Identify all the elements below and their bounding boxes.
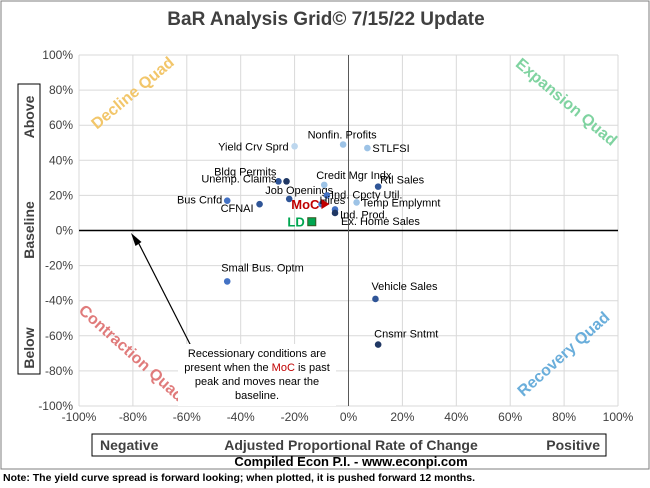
point-ind-cpcty-util — [323, 192, 331, 199]
y-tick-label: 100% — [42, 48, 73, 62]
point-label-small-bus-optm: Small Bus. Optm — [221, 262, 304, 274]
footer-note: Note: The yield curve spread is forward … — [3, 472, 475, 484]
point-vehicle-sales — [372, 295, 379, 303]
ld-label: LD — [287, 215, 304, 230]
y-tick-label: -60% — [45, 329, 73, 343]
axes — [79, 55, 618, 406]
x-tick-label: 20% — [390, 410, 414, 424]
point-label-bldg-permits: Bldg Permits — [214, 166, 277, 178]
point-label-job-openings: Job Openings — [265, 185, 333, 197]
annotation-line-4: baseline. — [235, 390, 279, 402]
point-label-rtl-sales: Rtl Sales — [380, 175, 425, 187]
annotation-line-1: Recessionary conditions are — [188, 348, 326, 360]
point-label-credit-mgr-indx: Credit Mgr Indx — [316, 170, 392, 182]
point-rtl-sales — [374, 183, 382, 190]
x-tick-label: 80% — [552, 410, 576, 424]
annotation-arrow-line — [135, 237, 193, 349]
x-axis-title: Adjusted Proportional Rate of Change — [224, 437, 478, 453]
ld-marker — [307, 217, 317, 227]
point-label-cfnai: CFNAI — [221, 203, 254, 215]
y-label-box — [17, 83, 41, 375]
x-label-positive: Positive — [546, 437, 600, 453]
x-tick-label: -60% — [173, 410, 201, 424]
point-label-ind-prod: Ind. Prod. — [340, 209, 388, 221]
annotation-box — [178, 344, 336, 406]
point-temp-emplymnt — [353, 199, 360, 206]
point-small-bus-optm — [223, 278, 231, 285]
bar-analysis-grid-chart: BaR Analysis Grid© 7/15/22 Update Declin… — [0, 0, 650, 470]
y-tick-label: -20% — [45, 259, 73, 273]
x-tick-label: -40% — [227, 410, 255, 424]
point-label-ind-cpcty-util: Ind. Cpcty Util. — [331, 189, 403, 201]
x-tick-label: 0% — [340, 410, 358, 424]
point-label-vehicle-sales: Vehicle Sales — [371, 281, 438, 293]
point-label-yield-crv-sprd: Yield Crv Sprd — [218, 141, 289, 153]
tick-labels: -100% -80% -60% -40% -20% 0% 20% 40% 60% 80% 100% 1… — [38, 48, 633, 424]
x-label-negative: Negative — [100, 437, 159, 453]
point-credit-mgr-indx — [320, 181, 328, 189]
moc-marker — [321, 199, 330, 210]
point-bldg-permits — [275, 178, 282, 185]
y-tick-label: -40% — [45, 294, 73, 308]
y-tick-label: -100% — [38, 399, 73, 413]
source-credit: Compiled Econ P.I. - www.econpi.com — [234, 454, 467, 469]
y-tick-label: 80% — [49, 83, 73, 97]
y-tick-label: 40% — [49, 153, 73, 167]
y-tick-label: 20% — [49, 188, 73, 202]
point-bus-cnfd — [223, 197, 231, 204]
y-tick-label: -80% — [45, 364, 73, 378]
annotation-moc-highlight: MoC — [272, 362, 295, 374]
x-tick-label: 60% — [498, 410, 522, 424]
point-label-nonfin-profits: Nonfin. Profits — [308, 130, 378, 142]
point-label-temp-emplymnt: Temp Emplymnt — [362, 197, 441, 209]
annotation-line-2: present when the MoC is past — [184, 362, 330, 374]
point-ex-home-sales — [331, 209, 339, 217]
point-label-ex-home-sales: Ex. Home Sales — [341, 216, 420, 228]
point-label-stlfsi: STLFSI — [372, 143, 409, 155]
x-label-box — [91, 433, 607, 457]
point-cfnai — [256, 200, 263, 208]
point-job-openings — [285, 195, 293, 203]
annotation: Recessionary conditions are present when … — [131, 233, 336, 406]
x-tick-label: -100% — [62, 410, 97, 424]
moc-label: MoC — [291, 197, 320, 212]
point-unemp-claims — [283, 178, 290, 185]
y-tick-label: 60% — [49, 118, 73, 132]
x-tick-label: -20% — [281, 410, 309, 424]
y-label-baseline: Baseline — [21, 201, 37, 259]
x-tick-label: 40% — [444, 410, 468, 424]
point-yield-crv-sprd — [291, 142, 298, 150]
y-tick-label: 0% — [56, 224, 74, 238]
annotation-line-3: peak and moves near the — [195, 376, 319, 388]
point-cnsmr-sntmt — [374, 341, 382, 348]
chart-title: BaR Analysis Grid© 7/15/22 Update — [167, 9, 484, 30]
point-stlfsi — [364, 144, 371, 152]
point-label-unemp-claims: Unemp. Claims — [201, 173, 277, 185]
point-label-cnsmr-sntmt: Cnsmr Sntmt — [374, 329, 438, 341]
point-nonfin-profits — [339, 141, 347, 148]
y-label-below: Below — [21, 327, 37, 368]
annotation-arrowhead — [131, 233, 142, 246]
x-tick-label: -80% — [119, 410, 147, 424]
y-label-above: Above — [21, 95, 37, 138]
x-tick-label: 100% — [603, 410, 634, 424]
point-label-bus-cnfd: Bus Cnfd — [177, 195, 222, 207]
